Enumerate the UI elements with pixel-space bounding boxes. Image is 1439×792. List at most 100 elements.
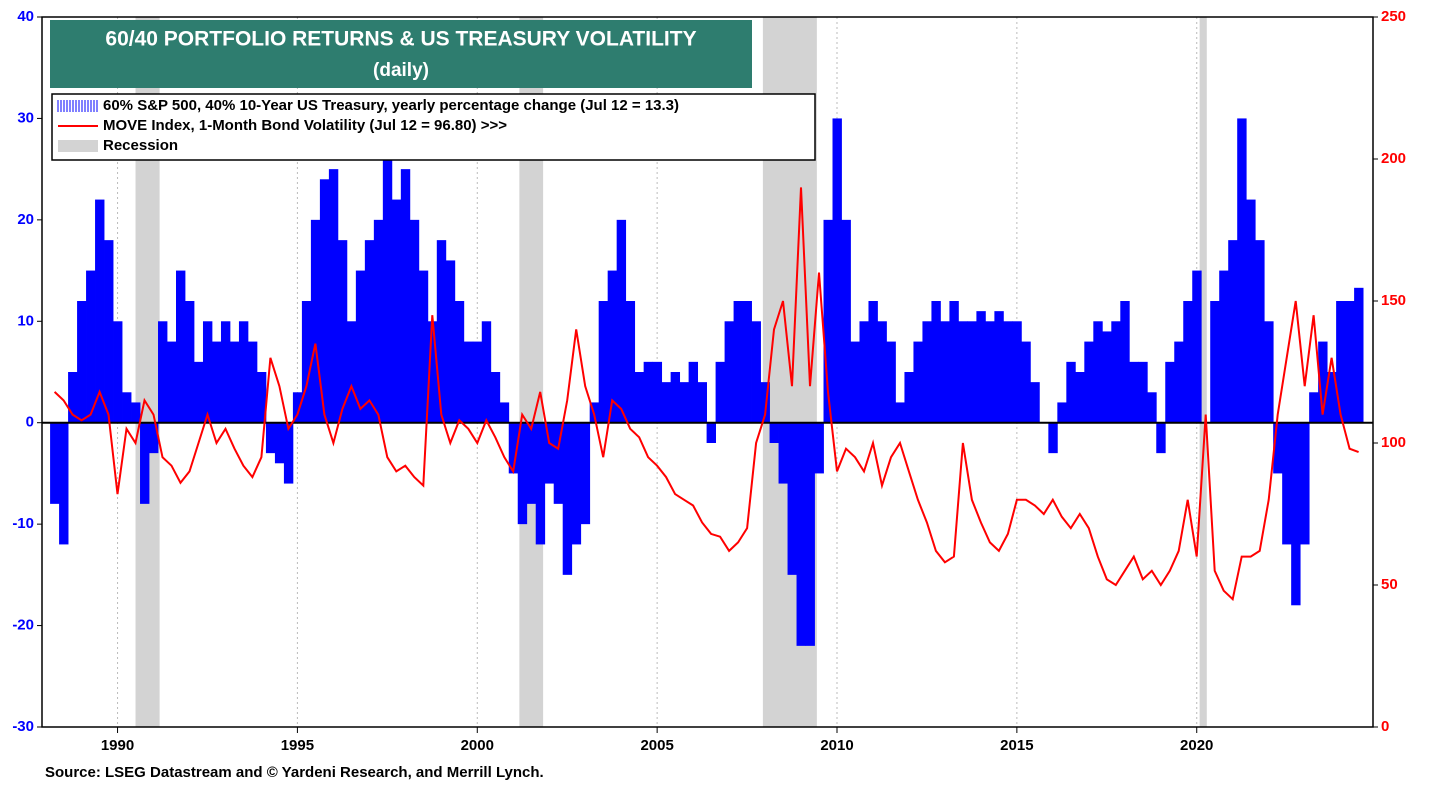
bar — [1354, 287, 1364, 423]
bar — [535, 422, 546, 545]
bar — [904, 372, 914, 423]
bar — [1282, 422, 1292, 545]
bar — [328, 169, 339, 423]
bar — [877, 321, 887, 423]
bar — [490, 372, 501, 423]
bar — [661, 382, 672, 423]
bar — [1255, 240, 1265, 423]
bar — [787, 422, 797, 575]
bar — [310, 219, 321, 423]
bar — [436, 240, 447, 423]
bar — [1057, 402, 1067, 423]
bar — [1129, 361, 1139, 423]
y-tick-label: 30 — [17, 109, 34, 126]
bar — [751, 321, 761, 423]
bar — [508, 422, 519, 474]
bar — [256, 372, 267, 423]
bar — [355, 270, 366, 423]
bar — [346, 321, 357, 423]
bar — [1102, 331, 1112, 423]
bar — [122, 392, 132, 423]
bar — [391, 199, 402, 423]
bar — [499, 402, 510, 423]
bar — [1219, 270, 1229, 423]
bar — [1264, 321, 1274, 423]
bar — [562, 422, 573, 575]
bar — [706, 422, 716, 443]
legend: 60% S&P 500, 40% 10-Year US Treasury, ye… — [57, 97, 679, 154]
bar — [1291, 422, 1301, 606]
plot-layer — [42, 118, 1373, 646]
bar — [1237, 118, 1247, 423]
y2-tick-label: 250 — [1381, 8, 1406, 25]
bar — [1210, 301, 1220, 423]
bar — [868, 301, 878, 423]
bar — [994, 311, 1004, 423]
bar — [1183, 301, 1193, 423]
bar — [50, 422, 60, 504]
legend-label: MOVE Index, 1-Month Bond Volatility (Jul… — [103, 117, 507, 134]
bar — [796, 422, 806, 646]
bar — [265, 422, 276, 454]
bar — [1048, 422, 1058, 454]
bar — [68, 372, 78, 423]
bar — [167, 341, 177, 423]
bar — [1030, 382, 1040, 423]
bar — [760, 382, 770, 423]
bar — [913, 341, 923, 423]
bar — [1273, 422, 1283, 474]
x-tick-label: 2000 — [461, 737, 494, 754]
y-tick-label: 20 — [17, 211, 34, 228]
bar — [895, 402, 905, 423]
bar — [95, 199, 105, 423]
bar — [1084, 341, 1094, 423]
bar — [607, 270, 618, 423]
bar — [301, 301, 312, 423]
bar — [364, 240, 375, 423]
bar — [1165, 361, 1175, 423]
bar — [454, 301, 465, 423]
bar — [274, 422, 285, 464]
bar — [1309, 392, 1319, 423]
bar — [922, 321, 932, 423]
bar — [652, 361, 663, 423]
bar — [1318, 341, 1328, 423]
chart-subtitle: (daily) — [373, 60, 429, 81]
bar — [931, 301, 941, 423]
bar — [1246, 199, 1256, 423]
y-tick-label: 40 — [17, 8, 34, 25]
bar — [733, 301, 743, 423]
bar — [967, 321, 977, 423]
bar — [1111, 321, 1121, 423]
legend-swatch — [58, 140, 98, 152]
plot-frame — [41, 16, 1374, 728]
bar — [131, 402, 141, 423]
bar — [373, 219, 384, 423]
chart-title: 60/40 PORTFOLIO RETURNS & US TREASURY VO… — [105, 28, 696, 51]
x-tick-label: 2015 — [1000, 737, 1033, 754]
y-tick-label: 10 — [17, 312, 34, 329]
bar — [445, 260, 456, 423]
bar — [958, 321, 968, 423]
x-tick-label: 1995 — [281, 737, 314, 754]
x-tick-label: 2010 — [820, 737, 853, 754]
bar — [59, 422, 69, 545]
bar — [418, 270, 429, 423]
bar — [1174, 341, 1184, 423]
bar — [463, 341, 474, 423]
bar — [643, 361, 654, 423]
bar — [211, 341, 222, 423]
line — [53, 187, 1359, 602]
bar — [625, 301, 636, 423]
bar — [1012, 321, 1022, 423]
bar — [149, 422, 159, 454]
bar — [949, 301, 959, 423]
x-tick-label: 2020 — [1180, 737, 1213, 754]
bar — [598, 301, 609, 423]
bar — [229, 341, 240, 423]
bar — [859, 321, 869, 423]
bar — [1228, 240, 1238, 423]
bar — [697, 382, 708, 423]
bar — [1075, 372, 1085, 423]
